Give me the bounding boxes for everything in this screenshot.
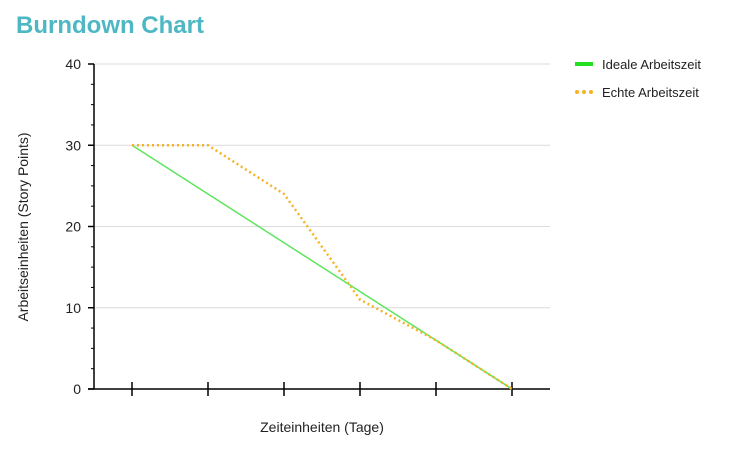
y-axis-label: Arbeitseinheiten (Story Points) bbox=[15, 132, 31, 321]
legend-item-ideal: Ideale Arbeitszeit bbox=[575, 56, 701, 72]
series-line-ideal bbox=[131, 144, 513, 390]
x-ticks bbox=[131, 382, 513, 396]
legend: Ideale Arbeitszeit Echte Arbeitszeit bbox=[575, 56, 701, 112]
series-line-actual bbox=[132, 144, 513, 391]
y-tick-label: 20 bbox=[65, 219, 81, 235]
y-tick-label: 40 bbox=[65, 56, 81, 72]
y-tick-label: 30 bbox=[65, 137, 81, 153]
x-axis-label: Zeiteinheiten (Tage) bbox=[260, 419, 384, 435]
legend-swatch-ideal bbox=[575, 62, 593, 66]
chart-title: Burndown Chart bbox=[16, 12, 204, 39]
series-lines bbox=[131, 144, 513, 391]
legend-label-ideal: Ideale Arbeitszeit bbox=[602, 56, 702, 72]
grid-lines bbox=[94, 63, 550, 309]
y-tick-label: 10 bbox=[65, 300, 81, 316]
y-tick-label: 0 bbox=[73, 381, 81, 397]
legend-label-actual: Echte Arbeitszeit bbox=[602, 84, 699, 100]
legend-swatch-actual bbox=[575, 90, 593, 94]
legend-item-actual: Echte Arbeitszeit bbox=[575, 84, 701, 100]
y-ticks: 0 10 20 30 40 bbox=[65, 56, 94, 397]
